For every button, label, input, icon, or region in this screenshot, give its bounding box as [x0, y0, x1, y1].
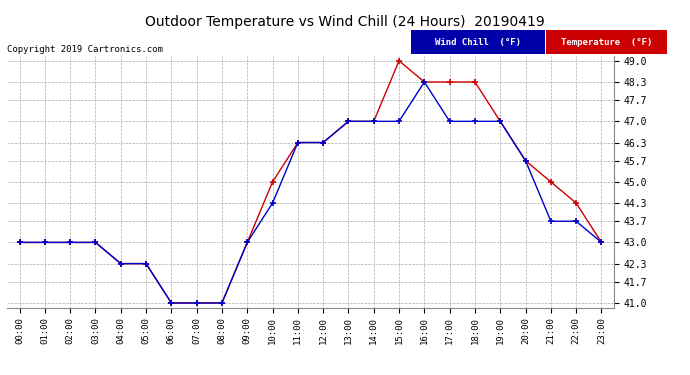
Text: Wind Chill  (°F): Wind Chill (°F) [435, 38, 521, 47]
Text: Temperature  (°F): Temperature (°F) [561, 38, 653, 47]
Text: Copyright 2019 Cartronics.com: Copyright 2019 Cartronics.com [7, 45, 163, 54]
Text: Outdoor Temperature vs Wind Chill (24 Hours)  20190419: Outdoor Temperature vs Wind Chill (24 Ho… [145, 15, 545, 29]
